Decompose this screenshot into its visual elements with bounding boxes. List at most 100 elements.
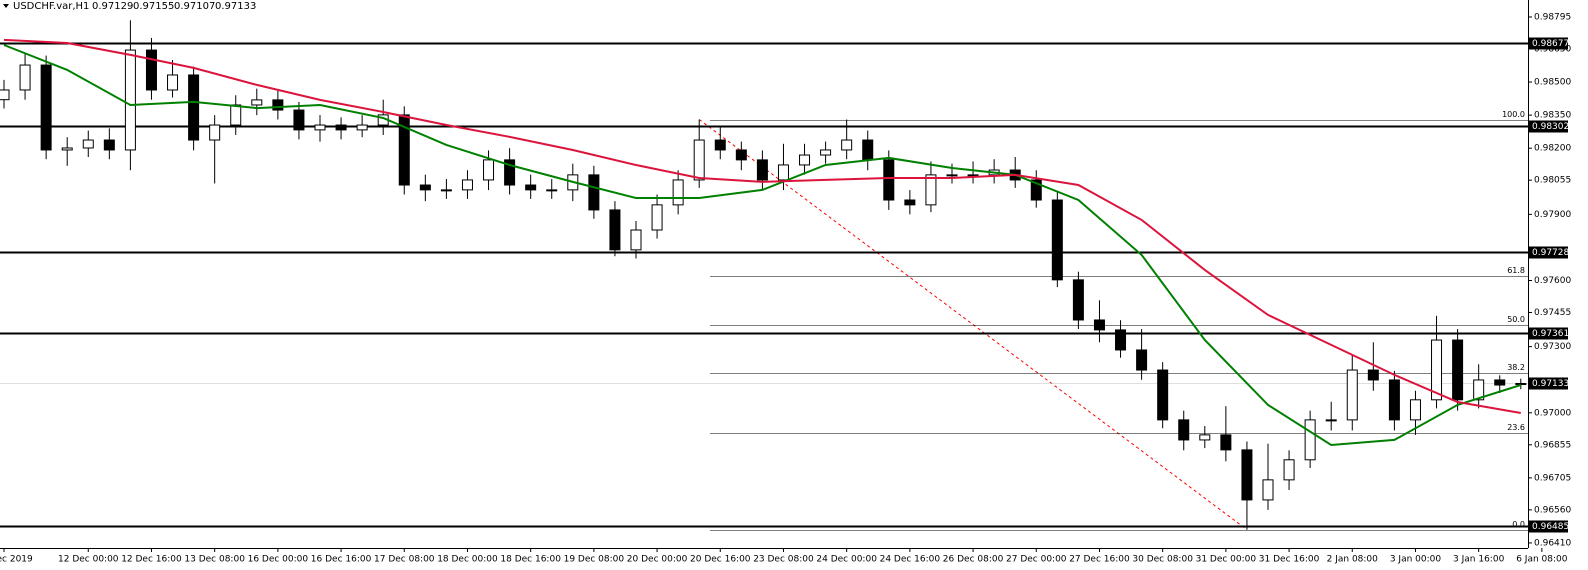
- y-tick-label: 0.97600: [1534, 276, 1571, 286]
- candle-body: [1157, 369, 1169, 421]
- price-box: [1529, 377, 1568, 390]
- header-low: 0.97107: [174, 1, 215, 12]
- price-box: [1529, 520, 1568, 533]
- candle-body: [904, 199, 916, 206]
- candle-body: [546, 189, 558, 192]
- candle-body: [1515, 382, 1527, 385]
- x-tick-label: 13 Dec 08:00: [184, 555, 245, 565]
- y-tick-label: 0.96560: [1534, 505, 1571, 515]
- candle-body: [82, 139, 94, 149]
- price-box-label: 0.97361: [1532, 329, 1569, 339]
- candle-body: [419, 184, 431, 191]
- candle-body: [1409, 399, 1421, 421]
- candle-body: [1178, 419, 1190, 441]
- candle-body: [1115, 329, 1127, 351]
- candle-body: [714, 139, 726, 151]
- moving-average: [3, 38, 1521, 414]
- candle-body: [1199, 434, 1211, 441]
- candle-body: [483, 159, 495, 181]
- candle-body: [272, 99, 284, 111]
- y-tick-label: 0.98200: [1534, 144, 1571, 154]
- x-tick-label: 16 Dec 00:00: [248, 555, 309, 565]
- x-tick-label: 18 Dec 16:00: [500, 555, 561, 565]
- candle-body: [398, 114, 410, 186]
- price-box-label: 0.98677: [1532, 39, 1569, 49]
- price-box-label: 0.97133: [1532, 379, 1569, 389]
- moving-average: [3, 44, 1522, 447]
- candle-body: [925, 174, 937, 206]
- candle-body: [356, 124, 368, 131]
- fib-level-label: 100.0: [1502, 110, 1525, 119]
- candle-body: [883, 159, 895, 201]
- x-tick-label: 20 Dec 16:00: [690, 555, 751, 565]
- candle-body: [609, 209, 621, 251]
- candle-body: [40, 64, 52, 151]
- candle-body: [1051, 199, 1063, 281]
- fib-level-label: 50.0: [1507, 315, 1525, 324]
- fib-level-label: 38.2: [1507, 363, 1525, 372]
- symbol-title: USDCHF.var,H1: [13, 1, 89, 12]
- y-tick-label: 0.98795: [1534, 12, 1571, 22]
- price-box: [1529, 246, 1568, 259]
- y-tick-label: 0.97900: [1534, 210, 1571, 220]
- candle-body: [1283, 459, 1295, 481]
- x-tick-label: 23 Dec 08:00: [753, 555, 814, 565]
- header-close: 0.97133: [215, 1, 256, 12]
- candle-body: [251, 99, 263, 106]
- x-tick-label: 3 Jan 00:00: [1390, 555, 1442, 565]
- x-tick-label: 2 Jan 08:00: [1327, 555, 1379, 565]
- menu-arrow[interactable]: [3, 4, 9, 8]
- y-tick-label: 0.98350: [1534, 111, 1571, 121]
- candle-body: [209, 124, 221, 141]
- x-tick-label: 11 Dec 2019: [0, 555, 33, 565]
- candle-body: [1220, 434, 1232, 451]
- x-tick-label: 24 Dec 16:00: [880, 555, 941, 565]
- candle-body: [124, 49, 136, 151]
- candle-body: [1367, 369, 1379, 381]
- x-tick-label: 16 Dec 16:00: [311, 555, 372, 565]
- y-tick-label: 0.97000: [1534, 408, 1571, 418]
- fib-level-label: 0.0: [1512, 520, 1525, 529]
- candle-body: [504, 159, 516, 186]
- candle-body: [672, 179, 684, 206]
- fib-level-label: 61.8: [1507, 266, 1525, 275]
- fib-level-label: 23.6: [1507, 423, 1525, 432]
- price-box-label: 0.96485: [1532, 522, 1569, 532]
- candle-body: [335, 124, 347, 131]
- candle-body: [862, 139, 874, 161]
- candle-body: [820, 149, 832, 156]
- candle-body: [230, 104, 242, 126]
- price-box-label: 0.97728: [1532, 248, 1569, 258]
- x-tick-label: 20 Dec 00:00: [627, 555, 688, 565]
- candle-body: [1262, 479, 1274, 501]
- candle-body: [440, 189, 452, 192]
- x-tick-label: 26 Dec 08:00: [943, 555, 1004, 565]
- candle-body: [1241, 449, 1253, 501]
- candle-body: [693, 139, 705, 181]
- candle-body: [588, 174, 600, 211]
- candle-body: [1030, 179, 1042, 201]
- candle-body: [1452, 339, 1464, 401]
- candle-body: [1473, 379, 1485, 401]
- candle-body: [0, 89, 10, 101]
- candle-body: [777, 164, 789, 181]
- x-tick-label: 30 Dec 08:00: [1132, 555, 1193, 565]
- y-tick-label: 0.98500: [1534, 78, 1571, 88]
- y-tick-label: 0.96855: [1534, 440, 1571, 450]
- candle-body: [1136, 349, 1148, 371]
- x-tick-label: 27 Dec 00:00: [1006, 555, 1067, 565]
- candle-body: [314, 124, 326, 131]
- candle-body: [799, 154, 811, 166]
- candle-body: [1431, 339, 1443, 401]
- candle-body: [145, 49, 157, 91]
- candle-body: [1325, 419, 1337, 422]
- y-tick-label: 0.97300: [1534, 342, 1571, 352]
- candle-body: [103, 139, 115, 151]
- candle-body: [461, 179, 473, 191]
- x-tick-label: 12 Dec 00:00: [58, 555, 119, 565]
- y-tick-label: 0.97455: [1534, 308, 1571, 318]
- candle-body: [630, 229, 642, 251]
- price-box-label: 0.98302: [1532, 122, 1569, 132]
